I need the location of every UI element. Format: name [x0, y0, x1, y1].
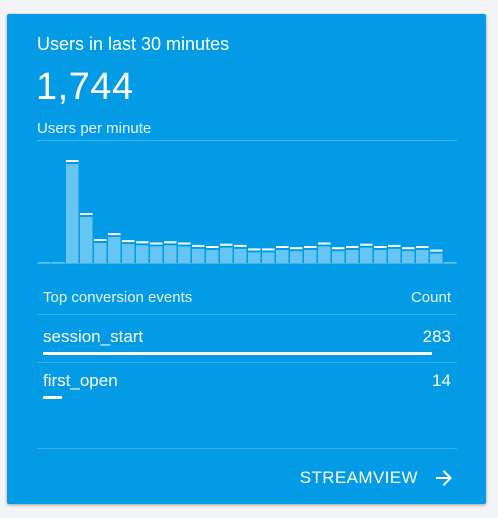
chart-bar — [290, 247, 303, 263]
event-count: 14 — [432, 371, 451, 390]
realtime-users-card: Users in last 30 minutes 1,744 Users per… — [7, 14, 486, 504]
total-users-value: 1,744 — [36, 66, 134, 108]
chart-bar — [94, 239, 107, 263]
event-bar-track — [43, 396, 432, 399]
streamview-label: STREAMVIEW — [299, 468, 418, 487]
chart-bar — [430, 249, 443, 263]
chart-bar — [206, 246, 219, 263]
chart-bar — [304, 246, 317, 263]
chart-bar — [402, 247, 415, 263]
chart-bar — [150, 242, 163, 263]
chart-bar — [416, 246, 429, 263]
chart-bar — [360, 243, 373, 263]
users-per-minute-bars — [38, 160, 457, 263]
chart-bar — [66, 160, 79, 263]
chart-bar — [332, 247, 345, 263]
header-events: Top conversion events — [43, 289, 193, 306]
chart-bar — [80, 213, 93, 263]
users-per-minute-chart — [37, 140, 457, 264]
chart-bar — [234, 244, 247, 263]
chart-bar — [318, 242, 331, 263]
chart-bar — [248, 248, 261, 263]
streamview-button[interactable]: STREAMVIEW — [300, 464, 456, 492]
chart-top-divider — [37, 140, 457, 141]
table-row[interactable]: first_open 14 — [43, 371, 451, 419]
chart-bar — [108, 233, 121, 263]
chart-bar — [164, 241, 177, 263]
header-count: Count — [410, 289, 451, 306]
event-name: session_start — [43, 327, 144, 346]
chart-bar — [178, 242, 191, 263]
event-bar-fill — [43, 352, 432, 355]
chart-bar — [262, 248, 275, 263]
chart-bar — [192, 244, 205, 263]
chart-bar — [276, 246, 289, 263]
chart-bar — [52, 262, 65, 263]
table-row[interactable]: session_start 283 — [43, 327, 451, 375]
chart-bar — [388, 244, 401, 263]
event-bar-fill — [43, 396, 63, 399]
arrow-forward-icon — [436, 470, 452, 486]
chart-bar — [220, 243, 233, 263]
header-divider — [37, 314, 457, 315]
chart-bar — [136, 241, 149, 263]
chart-bar — [444, 262, 457, 263]
chart-baseline — [37, 263, 457, 264]
event-bar-track — [43, 352, 432, 355]
card-title: Users in last 30 minutes — [37, 34, 230, 54]
chart-bar — [346, 246, 359, 263]
chart-label: Users per minute — [37, 120, 152, 137]
chart-bar — [374, 246, 387, 263]
footer-divider — [37, 448, 457, 449]
chart-bar — [122, 240, 135, 263]
event-name: first_open — [43, 371, 118, 390]
chart-bar — [38, 262, 51, 263]
event-count: 283 — [422, 327, 451, 346]
row-divider — [37, 362, 457, 363]
